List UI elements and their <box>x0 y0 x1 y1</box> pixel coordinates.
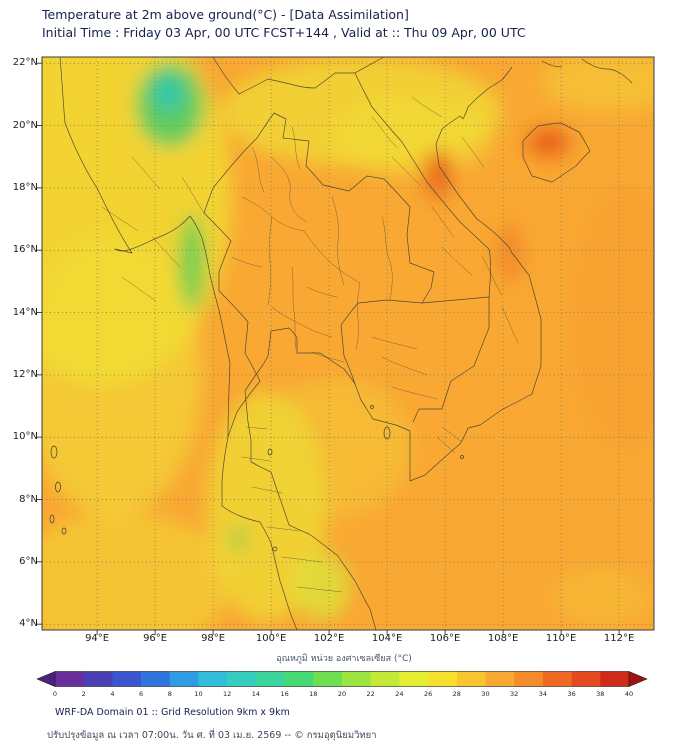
y-axis-label: 22°N <box>12 57 38 69</box>
colorbar-tick-label: 12 <box>223 690 232 698</box>
colorbar-segment <box>227 671 257 687</box>
colorbar-segment <box>141 671 171 687</box>
colorbar-tick-label: 34 <box>538 690 548 698</box>
colorbar-segment <box>255 671 285 687</box>
x-axis-label: 94°E <box>85 633 110 644</box>
x-axis-label: 106°E <box>429 633 461 644</box>
axis-ticks <box>37 62 620 635</box>
y-axis-label: 4°N <box>19 618 38 630</box>
colorbar-tick-label: 22 <box>366 690 375 698</box>
colorbar <box>36 671 648 687</box>
x-axis-label: 96°E <box>143 633 168 644</box>
x-axis-label: 100°E <box>255 633 287 644</box>
x-axis-label: 108°E <box>487 633 519 644</box>
colorbar-segment <box>399 671 429 687</box>
y-axis-label: 8°N <box>19 493 38 505</box>
colorbar-segment <box>112 671 142 687</box>
colorbar-tick-label: 2 <box>81 690 86 698</box>
colorbar-segment <box>342 671 371 687</box>
colorbar-tick-label: 16 <box>280 690 289 698</box>
colorbar-tick-label: 4 <box>110 690 115 698</box>
colorbar-segment <box>456 671 486 687</box>
y-axis-label: 20°N <box>12 119 38 131</box>
colorbar-tick-label: 18 <box>309 690 318 698</box>
map-border <box>41 56 655 631</box>
temperature-field <box>42 57 654 630</box>
footer-update-info: ปรับปรุงข้อมูล ณ เวลา 07:00น. วัน ศ. ที่… <box>47 730 377 741</box>
colorbar-tick-label: 14 <box>251 690 261 698</box>
colorbar-segment <box>313 671 343 687</box>
colorbar-segment <box>55 671 84 687</box>
colorbar-segment <box>571 671 601 687</box>
x-axis-label: 104°E <box>371 633 403 644</box>
colorbar-tick-label: 40 <box>624 690 634 698</box>
colorbar-segment <box>485 671 515 687</box>
colorbar-segment <box>542 671 572 687</box>
y-axis-label: 16°N <box>12 244 38 256</box>
x-axis-label: 98°E <box>201 633 226 644</box>
map-title: Temperature at 2m above ground(°C) - [Da… <box>42 7 409 22</box>
colorbar-tick-label: 32 <box>510 690 519 698</box>
colorbar-tick-label: 10 <box>194 690 203 698</box>
colorbar-segment <box>169 671 199 687</box>
colorbar-segment <box>284 671 314 687</box>
colorbar-tick-label: 0 <box>52 690 58 698</box>
colorbar-label: อุณหภูมิ หน่วย องศาเซลเซียส (°C) <box>276 654 412 664</box>
y-axis-label: 10°N <box>12 431 38 443</box>
y-axis-label: 12°N <box>12 368 38 380</box>
colorbar-tick-label: 30 <box>481 690 490 698</box>
map-subtitle: Initial Time : Friday 03 Apr, 00 UTC FCS… <box>42 25 526 40</box>
islands <box>49 405 464 552</box>
y-axis-label: 18°N <box>12 181 38 193</box>
coastlines-borders <box>59 56 633 631</box>
y-axis-label: 14°N <box>12 306 38 318</box>
province-borders <box>101 96 519 593</box>
colorbar-segment <box>83 671 113 687</box>
colorbar-segment <box>370 671 400 687</box>
colorbar-tick-label: 36 <box>567 690 576 698</box>
colorbar-tick-label: 24 <box>395 690 404 698</box>
temperature-map <box>37 56 655 635</box>
colorbar-tick-label: 8 <box>167 690 172 698</box>
colorbar-tick-label: 26 <box>423 690 433 698</box>
colorbar-tick-label: 28 <box>452 690 461 698</box>
colorbar-segment <box>428 671 458 687</box>
footer-domain-info: WRF-DA Domain 01 :: Grid Resolution 9km … <box>55 707 290 718</box>
colorbar-tick-label: 20 <box>337 690 347 698</box>
colorbar-tick-label: 38 <box>596 690 605 698</box>
colorbar-segment <box>198 671 228 687</box>
map-canvas <box>37 56 655 635</box>
colorbar-segment <box>600 671 630 687</box>
colorbar-tick-label: 6 <box>139 690 144 698</box>
colorbar-right-arrow <box>628 671 648 687</box>
x-axis-label: 112°E <box>603 633 635 644</box>
colorbar-left-arrow <box>36 671 56 687</box>
x-axis-label: 110°E <box>545 633 577 644</box>
y-axis-label: 6°N <box>19 555 38 567</box>
colorbar-segment <box>514 671 544 687</box>
x-axis-label: 102°E <box>313 633 345 644</box>
